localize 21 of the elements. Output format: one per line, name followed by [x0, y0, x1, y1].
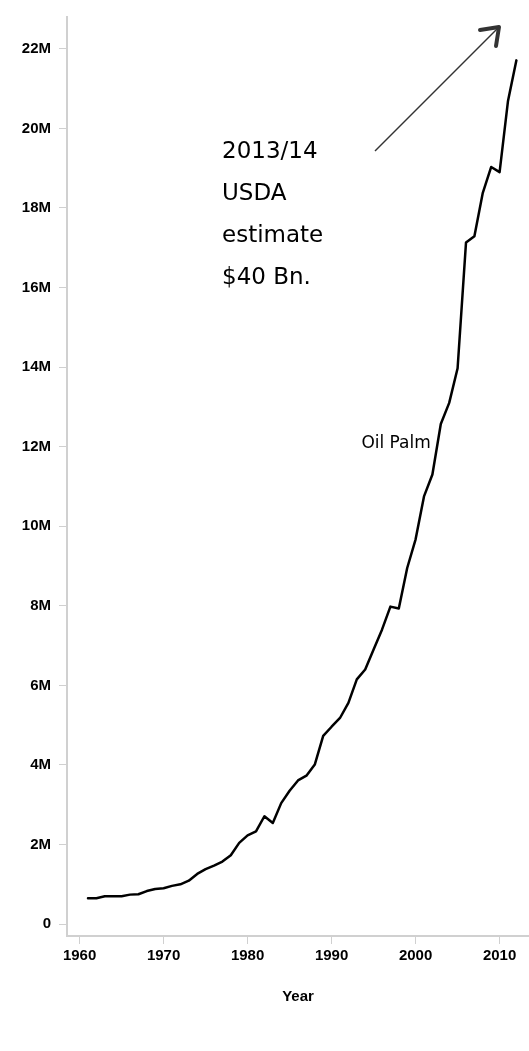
y-tick-label: 18M [21, 198, 51, 216]
x-tick-label: 2010 [482, 946, 517, 964]
x-tick-label: 1980 [230, 946, 265, 964]
y-tick-label: 12M [21, 436, 51, 454]
annotation: 2013/14 USDA estimate $40 Bn. [222, 137, 324, 289]
x-tick-label: 1990 [314, 946, 349, 964]
y-tick-label: 10M [21, 516, 51, 534]
y-tick-label: 20M [21, 118, 51, 136]
y-tick-label: 6M [30, 675, 51, 693]
x-tick-label: 2000 [398, 946, 433, 964]
series-label: Oil Palm [361, 432, 431, 453]
x-tick-label: 1970 [146, 946, 181, 964]
y-tick-label: 0 [42, 914, 51, 932]
x-tick-label: 1960 [62, 946, 97, 964]
y-tick-label: 22M [21, 38, 51, 56]
y-tick-label: 8M [30, 595, 51, 613]
y-tick-label: 14M [21, 357, 51, 375]
y-tick-label: 4M [30, 755, 51, 773]
x-axis-title: Year [282, 987, 315, 1005]
y-tick-label: 2M [30, 834, 51, 852]
y-tick-label: 16M [21, 277, 51, 295]
